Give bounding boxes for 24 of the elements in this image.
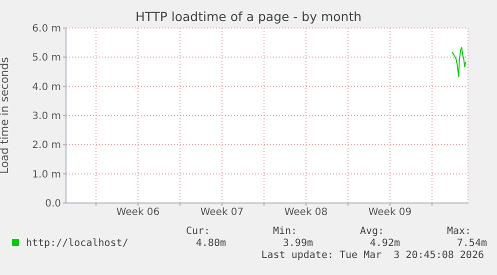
y-tick-label: 4.0 m: [32, 82, 61, 93]
text: 4.80m: [194, 238, 226, 249]
text: Last update: Tue Mar 3 20:45:08 2026: [261, 250, 484, 261]
y-tick-label: 3.0 m: [32, 111, 61, 122]
text: Max:: [447, 226, 472, 237]
x-tick-label: Week 08: [284, 207, 328, 218]
text: Cur:: [186, 226, 210, 237]
line-series: [452, 47, 466, 78]
y-tick-label: 5.0 m: [32, 52, 61, 64]
x-tick-label: Week 09: [368, 207, 412, 218]
text: 4.92m: [368, 238, 400, 249]
text: 3.99m: [282, 238, 313, 249]
y-tick-label: 0.0: [45, 198, 61, 210]
y-axis-title: Load time in seconds: [0, 56, 11, 174]
y-tick-label: 6.0 m: [32, 24, 61, 35]
chart-title: HTTP loadtime of a page - by month: [134, 9, 363, 24]
text: 7.54m: [456, 238, 487, 249]
y-tick-label: 2.0 m: [32, 140, 61, 152]
y-tick-label: 1.0 m: [32, 169, 61, 180]
x-tick-label: Week 06: [116, 207, 160, 218]
legend-label: http://localhost/: [25, 238, 128, 249]
x-tick-label: Week 07: [200, 207, 244, 218]
text: Avg:: [360, 226, 384, 237]
text: Min:: [273, 226, 298, 237]
